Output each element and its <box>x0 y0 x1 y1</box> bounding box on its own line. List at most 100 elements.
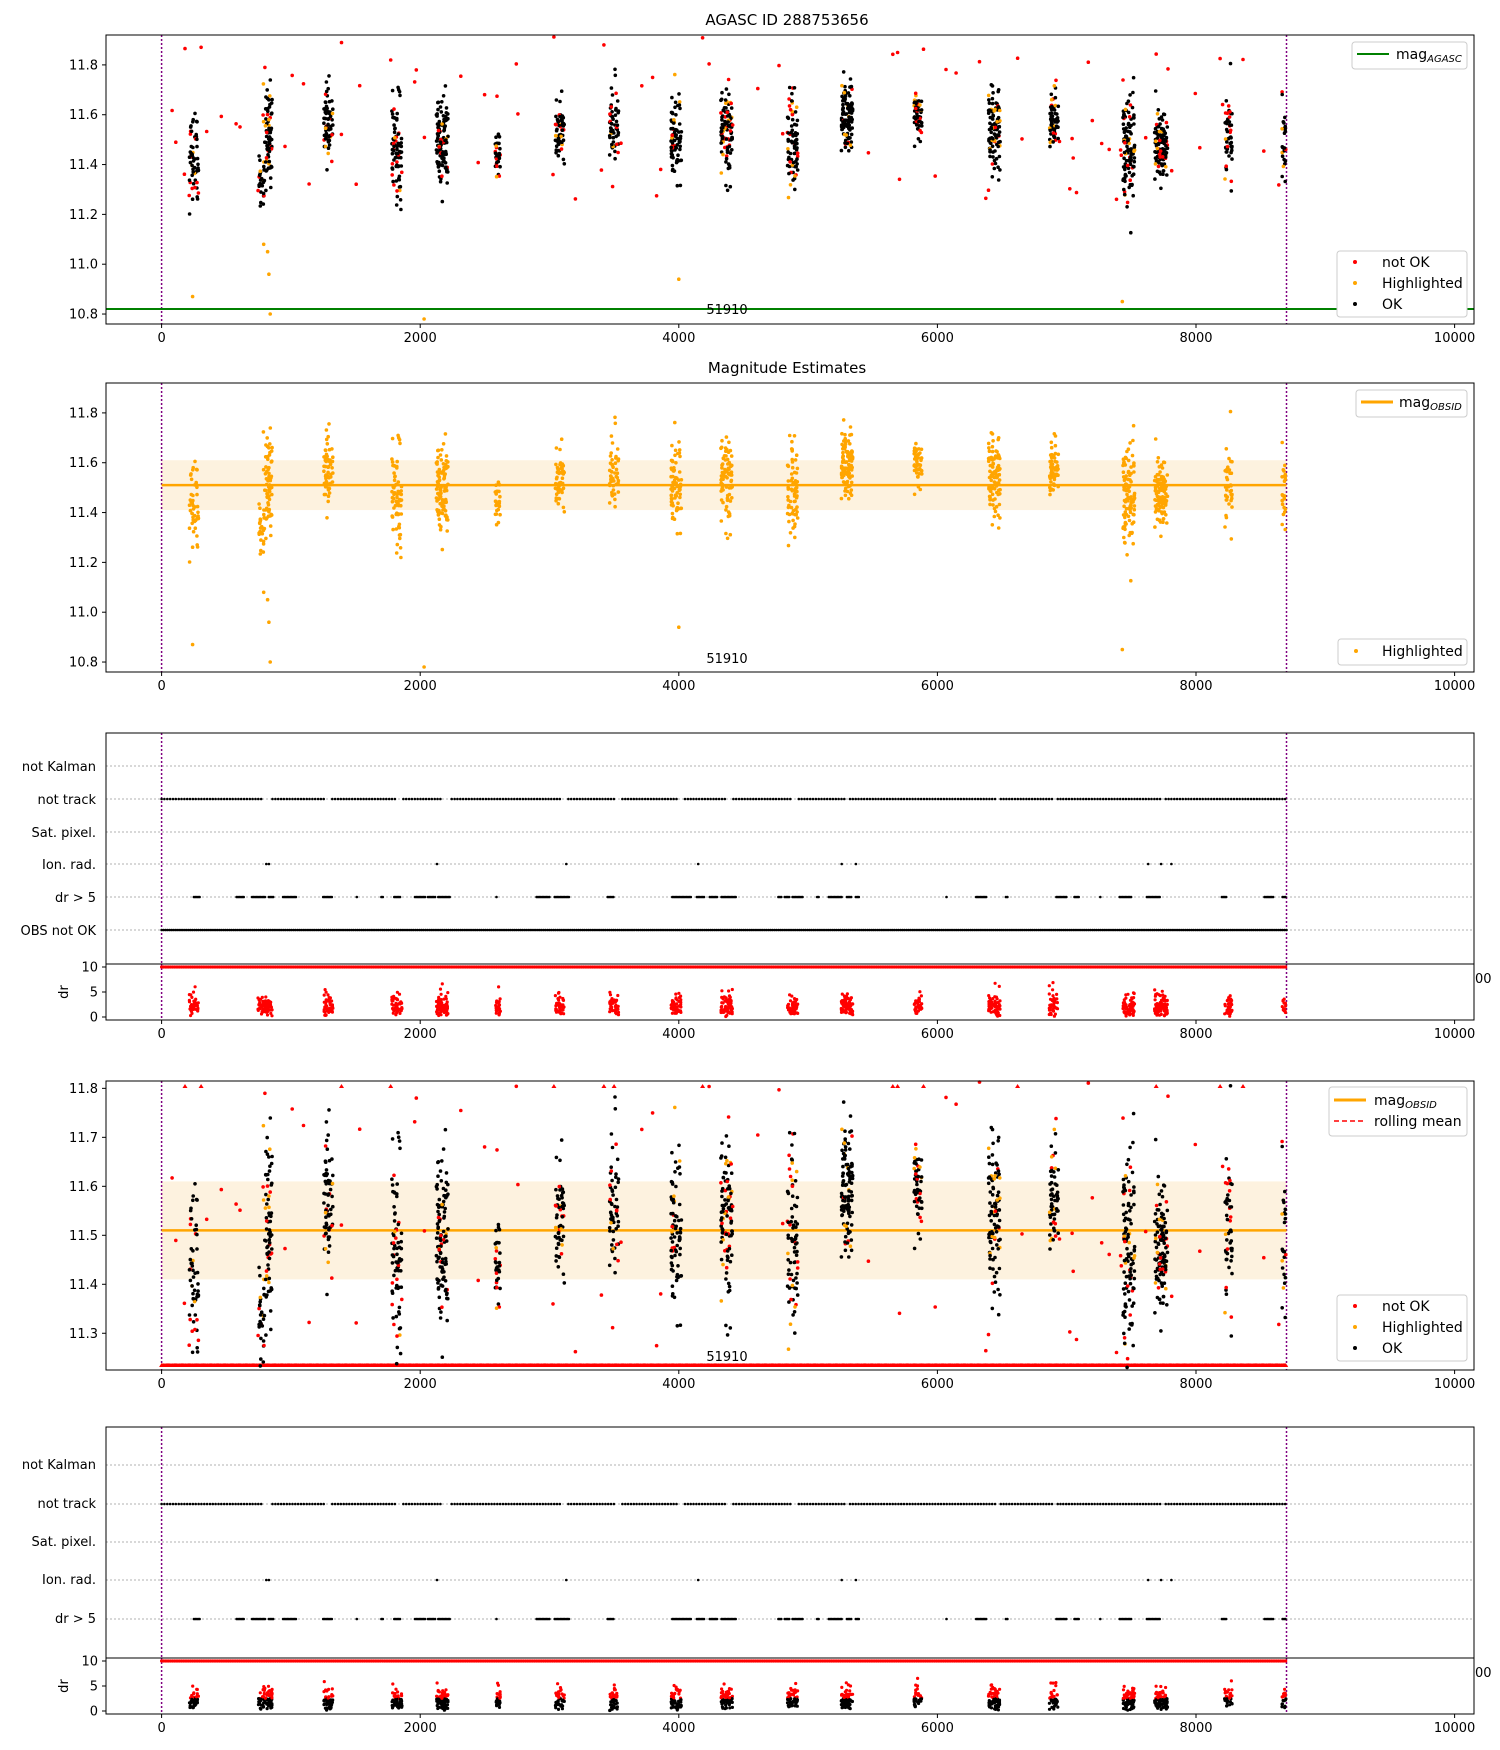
data-point <box>324 437 329 442</box>
data-point <box>390 88 395 93</box>
not-track-point <box>663 797 667 801</box>
not-track-point <box>558 797 562 801</box>
data-point <box>791 508 796 513</box>
data-point <box>1123 107 1128 112</box>
data-point <box>330 466 334 470</box>
data-point <box>613 67 617 72</box>
data-point <box>494 512 499 516</box>
legend-ok-label: OK <box>1382 297 1403 313</box>
not-track-point <box>569 797 573 801</box>
data-point <box>640 84 644 88</box>
y-tick-label: 10.8 <box>69 656 98 671</box>
data-point <box>918 487 923 492</box>
data-point <box>1224 127 1229 132</box>
data-point <box>268 660 273 664</box>
not-track-point <box>706 797 710 801</box>
data-point <box>1283 179 1287 184</box>
data-point <box>679 506 684 511</box>
not-track-point <box>1050 797 1054 801</box>
data-point <box>395 459 400 464</box>
data-point <box>989 489 993 494</box>
data-point <box>554 114 558 119</box>
data-point <box>729 486 733 490</box>
data-point <box>444 138 448 142</box>
data-point <box>399 489 404 493</box>
data-point <box>269 185 273 190</box>
data-point <box>990 84 995 88</box>
x-tick-label: 2000 <box>404 679 437 694</box>
dr-point <box>193 985 197 989</box>
data-point <box>193 185 197 190</box>
data-point <box>395 194 400 199</box>
not-track-point <box>365 797 368 801</box>
data-point <box>1164 492 1168 496</box>
not-track-point <box>1269 797 1273 801</box>
not-track-point <box>393 797 397 801</box>
data-point <box>727 513 732 518</box>
data-point <box>916 456 921 460</box>
data-point <box>840 94 844 99</box>
data-point <box>790 140 795 145</box>
not-track-point <box>589 797 593 801</box>
data-point <box>283 144 287 149</box>
data-point <box>650 75 655 80</box>
data-point <box>989 125 993 130</box>
dr5-point <box>689 895 693 899</box>
data-point <box>269 513 274 517</box>
data-point <box>675 183 680 188</box>
data-point <box>616 133 620 137</box>
data-point <box>323 448 328 453</box>
not-track-point <box>1258 797 1261 801</box>
not-track-point <box>786 797 789 801</box>
not-track-point <box>1235 797 1239 801</box>
data-point <box>1127 115 1132 119</box>
x-tick-label: 2000 <box>404 331 437 346</box>
data-point <box>264 117 268 121</box>
data-point <box>193 526 198 530</box>
dr5-point <box>715 895 719 899</box>
not-track-point <box>1022 797 1025 801</box>
data-point <box>437 119 442 124</box>
panel1-obsid-label: 51910 <box>706 303 747 318</box>
data-point <box>678 482 683 487</box>
data-point <box>265 112 270 117</box>
data-point <box>1049 445 1054 450</box>
data-point <box>1129 479 1133 484</box>
not-track-point <box>350 797 354 801</box>
data-point <box>263 160 268 164</box>
data-point <box>443 84 448 88</box>
data-point <box>673 72 677 77</box>
data-point <box>390 162 395 166</box>
not-track-point <box>185 797 189 801</box>
data-point <box>357 83 362 88</box>
not-track-point <box>527 797 530 801</box>
not-track-point <box>868 797 872 801</box>
not-track-point <box>754 797 758 801</box>
data-point <box>610 476 615 481</box>
dr-point <box>391 1011 395 1015</box>
data-point <box>495 164 499 168</box>
data-point <box>560 471 565 475</box>
data-point <box>445 529 450 533</box>
data-point <box>440 100 444 104</box>
data-point <box>326 86 331 91</box>
data-point <box>1225 140 1229 144</box>
data-point <box>912 144 917 149</box>
data-point <box>1161 485 1166 490</box>
data-point <box>398 184 403 189</box>
data-point <box>790 465 795 470</box>
not-track-point <box>188 797 192 801</box>
data-point <box>438 105 443 109</box>
data-point <box>440 199 445 204</box>
not-track-point <box>877 797 880 801</box>
data-point <box>1049 92 1054 97</box>
data-point <box>1127 518 1132 523</box>
data-point <box>444 114 448 119</box>
dr5-point <box>1129 895 1133 899</box>
data-point <box>791 518 795 523</box>
data-point <box>795 516 800 520</box>
data-point <box>1154 52 1158 56</box>
data-point <box>729 101 733 106</box>
data-point <box>793 187 797 192</box>
data-point <box>397 89 402 94</box>
